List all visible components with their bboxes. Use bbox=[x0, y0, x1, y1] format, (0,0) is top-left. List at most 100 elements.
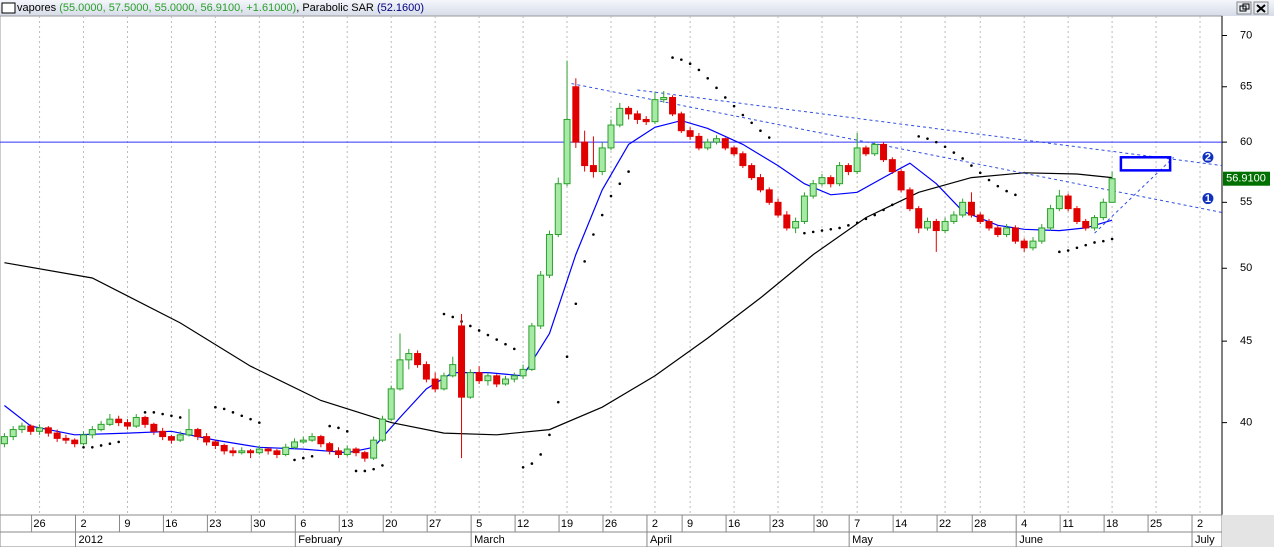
candle-body bbox=[1108, 178, 1116, 203]
candle-body bbox=[27, 425, 35, 432]
sar-dot bbox=[583, 260, 586, 263]
sar-dot bbox=[530, 462, 534, 465]
sar-dot bbox=[469, 324, 472, 328]
close-button[interactable] bbox=[1253, 1, 1269, 15]
candle-body bbox=[686, 130, 694, 137]
date-axis bbox=[0, 514, 1223, 547]
sar-dot bbox=[363, 469, 367, 473]
sar-dot bbox=[310, 454, 314, 458]
candle-body bbox=[712, 138, 720, 143]
x-tick-label: 23 bbox=[209, 518, 221, 530]
sar-dot bbox=[442, 312, 446, 316]
candle-body bbox=[132, 416, 140, 427]
candle-body bbox=[774, 201, 782, 216]
candle-body bbox=[563, 118, 571, 185]
sar-dot bbox=[600, 213, 604, 217]
candle-body bbox=[361, 452, 369, 459]
candle-body bbox=[1073, 208, 1081, 222]
month-label: February bbox=[298, 534, 343, 546]
title: vapores (55.0000, 57.5000, 55.0000, 56.9… bbox=[17, 2, 424, 14]
sar-dot bbox=[565, 355, 569, 358]
sar-dot bbox=[548, 433, 551, 437]
sar-dot bbox=[891, 203, 894, 207]
candle-body bbox=[809, 183, 817, 197]
x-tick-label: 14 bbox=[895, 518, 907, 530]
sar-dot bbox=[214, 405, 217, 409]
indicator-name: Parabolic SAR bbox=[302, 2, 374, 14]
y-tick-label: 55 bbox=[1240, 196, 1252, 208]
sar-dot bbox=[803, 231, 806, 235]
price-axis bbox=[1222, 16, 1274, 515]
x-tick-label: 26 bbox=[33, 518, 45, 530]
candle-body bbox=[836, 165, 844, 185]
candle-body bbox=[818, 177, 826, 185]
candle-body bbox=[88, 429, 96, 436]
highlight-box bbox=[1119, 156, 1172, 172]
candle-body bbox=[273, 450, 281, 455]
x-tick-label: 4 bbox=[1021, 518, 1027, 530]
y-tick-label: 40 bbox=[1240, 417, 1252, 429]
sar-dot bbox=[767, 136, 771, 139]
sar-dot bbox=[609, 194, 613, 198]
sar-dot bbox=[170, 414, 173, 418]
sar-dot bbox=[1014, 193, 1017, 197]
sar-dot bbox=[337, 426, 340, 430]
candle-body bbox=[695, 135, 703, 149]
candle-body bbox=[677, 113, 685, 132]
x-tick-label: 2 bbox=[1197, 518, 1203, 530]
sar-dot bbox=[978, 171, 982, 175]
sar-dot bbox=[240, 414, 244, 418]
sar-dot bbox=[820, 229, 824, 232]
candle-body bbox=[748, 165, 756, 179]
x-tick-label: 27 bbox=[429, 518, 441, 530]
x-tick-label: 28 bbox=[974, 518, 986, 530]
candle-body bbox=[378, 418, 386, 441]
candle-body bbox=[581, 141, 589, 167]
candle-body bbox=[405, 353, 413, 361]
candle-body bbox=[642, 118, 650, 123]
sar-dot bbox=[451, 315, 455, 319]
indicator-value: (52.1600) bbox=[377, 2, 424, 14]
candle-body bbox=[115, 418, 123, 424]
candle-body bbox=[264, 448, 272, 452]
sar-dot bbox=[1093, 241, 1096, 244]
sar-dot bbox=[873, 213, 877, 217]
sar-dot bbox=[671, 56, 674, 59]
indicator-line bbox=[4, 119, 1113, 454]
x-tick-label: 26 bbox=[605, 518, 617, 530]
candle-body bbox=[123, 422, 131, 427]
x-tick-label: 23 bbox=[772, 518, 784, 530]
sar-dot bbox=[152, 411, 156, 414]
candle-body bbox=[669, 96, 677, 115]
candle-body bbox=[18, 425, 26, 431]
candle-body bbox=[1011, 227, 1019, 242]
candle-body bbox=[194, 429, 202, 438]
candle-body bbox=[756, 177, 764, 191]
sar-dot bbox=[811, 230, 815, 234]
candle-body bbox=[598, 147, 606, 173]
candle-body bbox=[1082, 220, 1090, 229]
candle-body bbox=[765, 189, 773, 203]
candle-body bbox=[1099, 201, 1107, 219]
candle-body bbox=[80, 434, 88, 445]
x-tick-label: 13 bbox=[341, 518, 353, 530]
candle-body bbox=[932, 220, 940, 232]
sar-dot bbox=[249, 417, 252, 421]
sar-dot bbox=[987, 178, 991, 182]
candle-body bbox=[255, 448, 263, 454]
sar-dot bbox=[143, 411, 147, 414]
candle-body bbox=[1020, 240, 1028, 249]
sar-dot bbox=[732, 104, 736, 108]
sar-dot bbox=[82, 445, 85, 449]
candle-body bbox=[888, 159, 896, 173]
candle-body bbox=[915, 208, 923, 229]
x-tick-label: 7 bbox=[854, 518, 860, 530]
candle-body bbox=[440, 375, 448, 390]
y-tick-label: 60 bbox=[1240, 136, 1252, 148]
sar-dot bbox=[943, 145, 947, 149]
y-tick-label: 50 bbox=[1240, 262, 1252, 274]
candle-body bbox=[238, 450, 246, 454]
candle-body bbox=[203, 436, 211, 443]
symbol: vapores bbox=[17, 2, 57, 14]
restore-button[interactable] bbox=[1236, 1, 1252, 15]
